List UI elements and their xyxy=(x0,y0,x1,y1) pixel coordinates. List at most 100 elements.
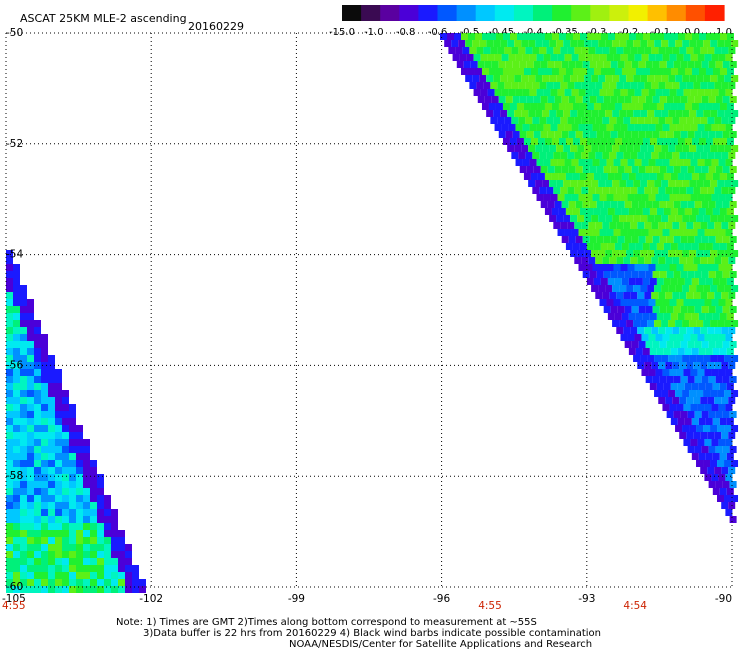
heatmap-cell xyxy=(529,54,537,61)
heatmap-cell xyxy=(578,159,586,166)
heatmap-cell xyxy=(6,523,13,530)
heatmap-cell xyxy=(714,292,722,299)
heatmap-cell xyxy=(665,362,673,369)
heatmap-cell xyxy=(13,376,20,383)
heatmap-cell xyxy=(568,166,576,173)
heatmap-cell xyxy=(558,208,566,215)
heatmap-cell xyxy=(710,390,718,397)
heatmap-cell xyxy=(640,215,648,222)
heatmap-cell xyxy=(27,446,34,453)
heatmap-cell xyxy=(635,243,643,250)
heatmap-cell xyxy=(554,201,562,208)
heatmap-cell xyxy=(717,495,725,502)
heatmap-cell xyxy=(448,47,456,54)
heatmap-cell xyxy=(13,278,20,285)
heatmap-cell xyxy=(701,271,709,278)
heatmap-cell xyxy=(69,481,76,488)
heatmap-cell xyxy=(721,187,729,194)
heatmap-cell xyxy=(55,516,62,523)
heatmap-cell xyxy=(542,40,550,47)
heatmap-cell xyxy=(714,362,722,369)
heatmap-cell xyxy=(491,61,499,68)
heatmap-cell xyxy=(27,306,34,313)
heatmap-cell xyxy=(118,579,125,586)
heatmap-cell xyxy=(34,460,41,467)
heatmap-cell xyxy=(479,40,487,47)
heatmap-cell xyxy=(564,89,572,96)
heatmap-cell xyxy=(518,117,526,124)
heatmap-cell xyxy=(578,89,586,96)
heatmap-cell xyxy=(682,215,690,222)
heatmap-cell xyxy=(530,173,538,180)
heatmap-cell xyxy=(724,390,732,397)
heatmap-cell xyxy=(494,54,502,61)
heatmap-cell xyxy=(461,33,468,40)
heatmap-cell xyxy=(564,229,572,236)
colorbar-swatch xyxy=(361,5,381,21)
heatmap-cell xyxy=(626,215,634,222)
heatmap-cell xyxy=(635,68,643,75)
heatmap-cell xyxy=(27,516,34,523)
heatmap-cell xyxy=(472,40,480,47)
colorbar-label: -0.6 xyxy=(428,27,448,38)
heatmap-cell xyxy=(76,551,83,558)
heatmap-cell xyxy=(682,355,690,362)
heatmap-cell xyxy=(90,530,97,537)
heatmap-cell xyxy=(90,474,97,481)
heatmap-cell xyxy=(48,537,55,544)
heatmap-cell xyxy=(607,68,615,75)
heatmap-cell xyxy=(727,33,734,40)
heatmap-cell xyxy=(104,544,111,551)
heatmap-cell xyxy=(581,222,589,229)
heatmap-cell xyxy=(41,432,48,439)
heatmap-cell xyxy=(729,61,737,68)
heatmap-cell xyxy=(613,299,621,306)
heatmap-cell xyxy=(567,222,575,229)
heatmap-cell xyxy=(698,103,706,110)
heatmap-cell xyxy=(728,327,736,334)
heatmap-cell xyxy=(111,537,118,544)
heatmap-cell xyxy=(125,572,132,579)
heatmap-cell xyxy=(76,474,83,481)
heatmap-cell xyxy=(693,222,701,229)
heatmap-cell xyxy=(690,124,698,131)
heatmap-cell xyxy=(682,320,690,327)
heatmap-cell xyxy=(27,474,34,481)
heatmap-cell xyxy=(466,54,474,61)
heatmap-cell xyxy=(55,502,62,509)
colorbar-swatch xyxy=(380,5,400,21)
heatmap-cell xyxy=(454,33,461,40)
heatmap-cell xyxy=(677,348,685,355)
heatmap-cell xyxy=(690,194,698,201)
heatmap-cell xyxy=(553,47,561,54)
heatmap-cell xyxy=(711,194,719,201)
heatmap-cell xyxy=(83,495,90,502)
heatmap-cell xyxy=(572,173,580,180)
heatmap-cell xyxy=(721,362,729,369)
heatmap-cell xyxy=(593,138,601,145)
heatmap-cell xyxy=(645,341,653,348)
heatmap-cell xyxy=(715,271,723,278)
time-label: 4:55 xyxy=(478,600,502,612)
heatmap-cell xyxy=(635,208,643,215)
heatmap-cell xyxy=(602,222,610,229)
heatmap-cell xyxy=(486,110,494,117)
heatmap-cell xyxy=(692,33,699,40)
heatmap-cell xyxy=(603,166,611,173)
heatmap-cell xyxy=(13,341,20,348)
heatmap-cell xyxy=(647,180,655,187)
heatmap-cell xyxy=(62,467,69,474)
colorbar-label: -0.1 xyxy=(651,27,671,38)
heatmap-cell xyxy=(456,61,464,68)
heatmap-cell xyxy=(6,579,13,586)
heatmap-cell xyxy=(487,54,495,61)
heatmap-cell xyxy=(698,138,706,145)
heatmap-cell xyxy=(591,285,599,292)
heatmap-cell xyxy=(676,299,684,306)
heatmap-cell xyxy=(694,166,702,173)
heatmap-cell xyxy=(703,460,711,467)
heatmap-cell xyxy=(486,75,494,82)
heatmap-cell xyxy=(500,75,508,82)
heatmap-cell xyxy=(677,243,685,250)
heatmap-cell xyxy=(27,418,34,425)
